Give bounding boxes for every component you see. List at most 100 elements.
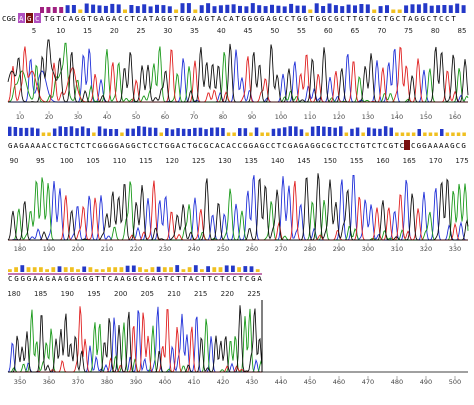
chromatogram-panel: GAGAAAACCTGCTCTCGGGGAGGCTCCTGGACTGCGCACA… [7,126,469,253]
position-label: 185 [34,290,47,298]
quality-bar [129,5,134,13]
quality-bar [19,127,23,136]
axis-tick-label: 430 [246,378,258,386]
quality-bar [187,129,191,136]
quality-bar [440,129,444,136]
quality-bar [30,127,34,136]
quality-bar [107,267,111,272]
axis-tick-label: 350 [14,378,26,386]
quality-bar [82,266,87,272]
quality-bar [255,269,260,272]
axis-tick-label: 490 [420,378,432,386]
position-label: 150 [324,157,337,165]
quality-bar [359,4,364,13]
position-label: 210 [167,290,180,298]
quality-bar [69,126,74,136]
position-label: 10 [56,27,65,35]
quality-bar [116,4,121,14]
axis-tick-label: 360 [43,378,55,386]
quality-bar-row [8,265,262,275]
position-label: 90 [10,157,19,165]
quality-bar [113,267,118,272]
position-label: 110 [113,157,126,165]
quality-bar [52,128,57,136]
quality-bar [156,266,161,272]
quality-bar [125,265,130,272]
axis-tick-label: 470 [362,378,374,386]
axis-tick-label: 100 [275,113,287,121]
quality-bar [135,6,140,13]
quality-bar [78,9,83,13]
quality-bar [456,132,461,136]
quality-bar [39,267,43,272]
quality-bar [94,269,99,272]
base-call-row: CGGGAAGAAGGGGGTTCAAGGCGAGTCTTACTTCTCCTCG… [8,274,262,283]
quality-bar [400,132,405,136]
quality-bar [249,132,253,136]
quality-bar [186,3,191,13]
quality-bar [429,5,434,13]
position-label: 120 [165,157,178,165]
quality-bar [161,5,166,13]
quality-bar [339,126,343,136]
axis-tick-label: 90 [248,113,256,121]
quality-bar [411,132,416,136]
trace-C-line [8,48,468,103]
quality-bar [455,3,460,13]
position-label: 25 [137,27,146,35]
quality-bar [333,5,338,13]
quality-bar [212,267,217,272]
quality-bar [218,5,223,13]
highlighted-base-box [18,13,25,23]
quality-bar [295,5,300,13]
quality-bar [137,126,141,136]
axis-tick-label: 330 [449,245,461,253]
quality-bar [299,129,304,136]
quality-bar [271,128,276,136]
quality-bar [243,266,248,272]
axis-tick-label: 80 [219,113,227,121]
quality-bar [355,127,360,136]
quality-bar [57,266,62,272]
quality-bar [237,267,241,272]
axis-tick-label: 230 [159,245,171,253]
axis-tick-label: 120 [333,113,345,121]
quality-bar [71,5,76,13]
quality-bar [395,132,399,136]
quality-bar [131,265,136,272]
axis-tick-label: 320 [420,245,432,253]
position-label: 70 [377,27,386,35]
quality-bar [181,128,186,136]
quality-bar [162,267,167,272]
quality-bar [448,5,453,13]
axis-tick-label: 190 [43,245,55,253]
axis-tick-label: 110 [304,113,316,121]
quality-bar [20,265,25,272]
quality-bar [170,129,175,136]
axis-tick-label: 460 [333,378,345,386]
position-label-row: 5 10 15 20 25 30 35 40 45 50 55 60 65 70 75 80 85 [32,27,467,35]
quality-bar [204,129,208,136]
quality-bar [114,129,119,136]
quality-bar [200,269,204,272]
axis-tick-label: 210 [101,245,113,253]
axis-tick-label: 500 [449,378,461,386]
quality-bar [428,132,433,136]
quality-bar [148,127,152,136]
position-label: 180 [7,290,20,298]
axis-tick-label: 290 [333,245,345,253]
axis-tick-label: 50 [132,113,140,121]
quality-bar [260,132,264,136]
quality-bar [131,128,135,136]
quality-bar [206,266,210,272]
quality-bar [70,267,74,272]
position-label: 190 [61,290,74,298]
quality-bar [103,128,107,136]
position-label: 50 [270,27,279,35]
quality-bar [462,132,466,136]
quality-bar [266,132,270,136]
quality-bar [417,129,421,136]
quality-bar [224,265,229,272]
quality-bar [210,127,214,136]
axis-tick-label: 280 [304,245,316,253]
